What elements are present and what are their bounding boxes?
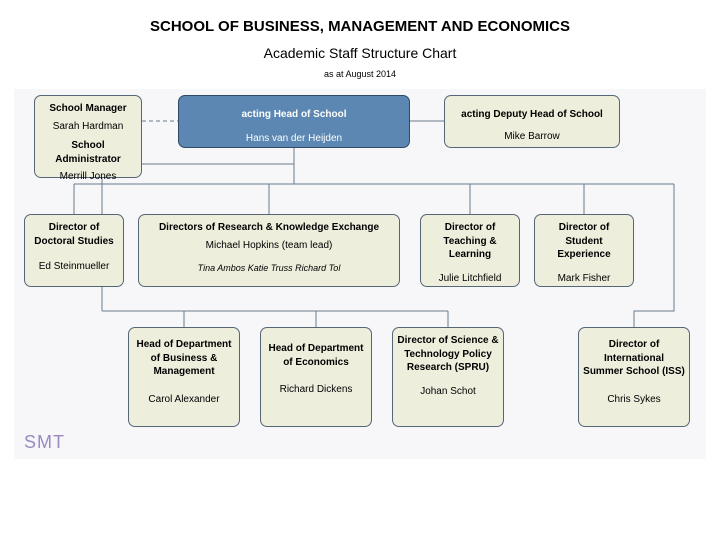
node-dept-economics: Head of Department of Economics Richard … [260, 327, 372, 427]
person-name: Johan Schot [397, 385, 499, 399]
node-iss: Director of International Summer School … [578, 327, 690, 427]
node-teaching: Director of Teaching & Learning Julie Li… [420, 214, 520, 287]
chart-canvas: School Manager Sarah Hardman School Admi… [14, 89, 706, 459]
node-head-of-school: acting Head of School Hans van der Heijd… [178, 95, 410, 148]
role-label: Head of Department of Economics [265, 342, 367, 369]
role-label: School Manager [39, 102, 137, 116]
person-name: Michael Hopkins (team lead) [143, 239, 395, 253]
person-name: Richard Dickens [265, 383, 367, 397]
role-label: Head of Department of Business & Managem… [133, 338, 235, 379]
node-research: Directors of Research & Knowledge Exchan… [138, 214, 400, 287]
page-subtitle: Academic Staff Structure Chart [0, 35, 720, 61]
person-name: Sarah Hardman [39, 120, 137, 134]
person-name: Mark Fisher [539, 272, 629, 286]
node-doctoral: Director of Doctoral Studies Ed Steinmue… [24, 214, 124, 287]
person-name: Mike Barrow [449, 130, 615, 144]
page-date: as at August 2014 [0, 61, 720, 79]
node-student-experience: Director of Student Experience Mark Fish… [534, 214, 634, 287]
person-name: Hans van der Heijden [183, 132, 405, 146]
node-admin: School Manager Sarah Hardman School Admi… [34, 95, 142, 178]
person-name: Carol Alexander [133, 393, 235, 407]
node-deputy-head: acting Deputy Head of School Mike Barrow [444, 95, 620, 148]
role-label: Director of Doctoral Studies [29, 221, 119, 248]
role-label: acting Deputy Head of School [449, 108, 615, 122]
node-dept-business-management: Head of Department of Business & Managem… [128, 327, 240, 427]
node-spru: Director of Science & Technology Policy … [392, 327, 504, 427]
role-label: Director of International Summer School … [583, 338, 685, 379]
role-label: Director of Student Experience [539, 221, 629, 262]
page-title: SCHOOL OF BUSINESS, MANAGEMENT AND ECONO… [0, 0, 720, 35]
person-name: Ed Steinmueller [29, 260, 119, 274]
person-list: Tina Ambos Katie Truss Richard Tol [143, 262, 395, 274]
role-label: School Administrator [39, 139, 137, 166]
person-name: Chris Sykes [583, 393, 685, 407]
watermark-smt: SMT [24, 432, 65, 453]
role-label: Director of Science & Technology Policy … [397, 334, 499, 375]
person-name: Julie Litchfield [425, 272, 515, 286]
role-label: acting Head of School [183, 108, 405, 122]
person-name: Merrill Jones [39, 170, 137, 184]
role-label: Director of Teaching & Learning [425, 221, 515, 262]
role-label: Directors of Research & Knowledge Exchan… [143, 221, 395, 235]
